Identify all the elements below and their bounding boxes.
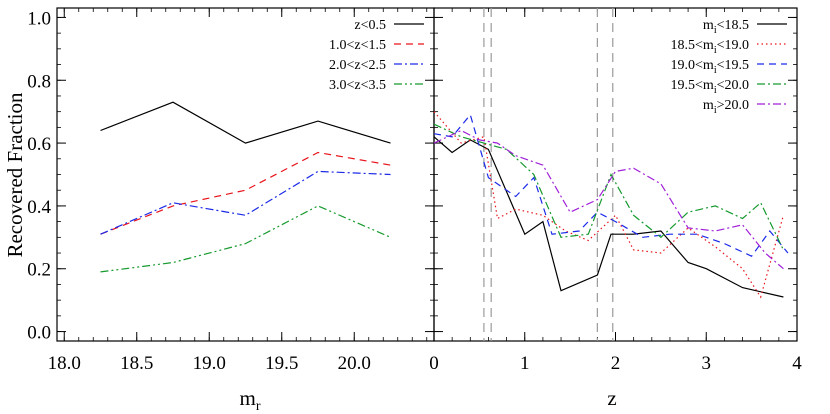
series-line-4 xyxy=(433,123,784,251)
legend-label: 19.5<mi<20.0 xyxy=(671,78,749,96)
legend-label: 1.0<z<1.5 xyxy=(329,38,386,53)
x-tick-label: 1 xyxy=(520,353,530,374)
x-tick-label: 19.0 xyxy=(193,353,226,374)
legend-label: 3.0<z<3.5 xyxy=(329,78,386,93)
x-tick-label: 20.0 xyxy=(338,353,371,374)
left-panel: 18.0 18.5 19.0 19.5 20.0 0.0 0.2 0.4 0.6 0.8 1.0 z<… xyxy=(27,7,435,374)
legend-label: 2.0<z<2.5 xyxy=(329,58,386,73)
legend-label: mi<18.5 xyxy=(703,18,749,36)
x-tick-label: 3 xyxy=(702,353,712,374)
right-panel: 0 1 2 3 4 mi<18.5 18.5<mi<19.0 19.0<mi<19.5 19.5… xyxy=(429,7,802,374)
legend-label: mi>20.0 xyxy=(703,98,749,116)
series-line-1 xyxy=(100,101,391,144)
legend-label: 18.5<mi<19.0 xyxy=(671,38,749,56)
y-tick-label: 0.4 xyxy=(27,197,51,218)
x-tick-label: 4 xyxy=(792,353,802,374)
x-tick-label: 18.0 xyxy=(48,353,81,374)
series-line-5 xyxy=(433,129,784,270)
y-tick-label: 1.0 xyxy=(27,8,51,29)
y-tick-label: 0.0 xyxy=(27,323,51,344)
y-tick-label: 0.6 xyxy=(27,134,51,155)
x-axis-label-left: mr xyxy=(239,386,260,414)
series-line-2 xyxy=(100,151,391,235)
x-tick-label: 0 xyxy=(429,353,439,374)
x-tick-label: 19.5 xyxy=(265,353,298,374)
series-line-4 xyxy=(100,205,391,273)
x-tick-label: 18.5 xyxy=(120,353,153,374)
x-axis-label-right: z xyxy=(607,386,616,410)
x-tick-label: 2 xyxy=(611,353,621,374)
series-line-1 xyxy=(433,136,784,298)
y-tick-label: 0.8 xyxy=(27,71,51,92)
series-line-3 xyxy=(433,113,789,257)
legend-label: 19.0<mi<19.5 xyxy=(671,58,749,76)
series-line-2 xyxy=(433,111,784,299)
y-axis-label: Recovered Fraction xyxy=(3,92,27,258)
y-tick-label: 0.2 xyxy=(27,260,51,281)
legend-label: z<0.5 xyxy=(354,18,386,33)
series-line-3 xyxy=(100,170,391,235)
